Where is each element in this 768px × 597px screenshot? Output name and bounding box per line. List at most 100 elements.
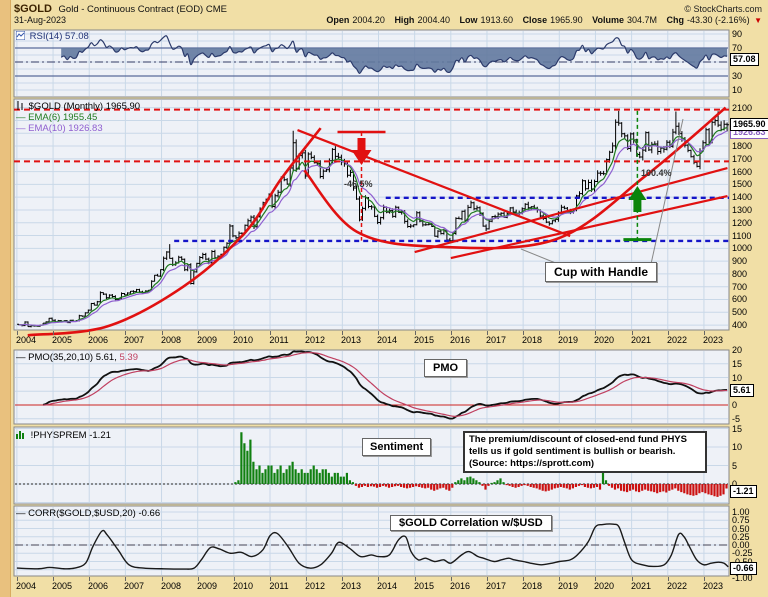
- chart-date: 31-Aug-2023: [14, 15, 67, 25]
- axis-tick-label: 90: [732, 29, 743, 39]
- chg-label: Chg: [666, 15, 685, 25]
- chg-value: -43.30 (-2.16%): [687, 15, 750, 25]
- year-tick: [632, 577, 633, 581]
- year-tick: [198, 577, 199, 581]
- year-label: 2018: [521, 581, 543, 591]
- axis-tick-label: 1500: [732, 179, 753, 189]
- axis-tick-label: 20: [732, 345, 743, 355]
- year-label: 2004: [15, 335, 37, 345]
- year-tick: [234, 331, 235, 335]
- pmo-box-label: PMO: [424, 359, 468, 377]
- year-label: 2004: [15, 581, 37, 591]
- year-tick: [53, 577, 54, 581]
- symbol: $GOLD: [14, 3, 52, 15]
- year-tick: [559, 577, 560, 581]
- axis-tick-label: 0.50: [732, 524, 750, 534]
- axis-tick-label: 900: [732, 256, 748, 266]
- year-label: 2012: [304, 335, 326, 345]
- year-label: 2010: [232, 581, 254, 591]
- quote-row: Open 2004.20 High 2004.40 Low 1913.60 Close…: [319, 15, 762, 25]
- year-tick: [89, 331, 90, 335]
- year-label: 2023: [702, 335, 724, 345]
- year-tick: [704, 577, 705, 581]
- axis-tick-label: -5: [732, 414, 741, 424]
- year-label: 2021: [630, 581, 652, 591]
- left-margin-strip: [0, 0, 11, 597]
- year-tick: [632, 331, 633, 335]
- pmo-label: PMO(35,20,10) 5.61,: [28, 352, 117, 363]
- ema6-swatch-icon: —: [16, 112, 26, 123]
- axis-tick-label: 2100: [732, 103, 753, 113]
- open-value: 2004.20: [352, 15, 385, 25]
- year-tick: [125, 331, 126, 335]
- rsi-value-box: 57.08: [730, 53, 759, 66]
- year-label: 2006: [87, 581, 109, 591]
- year-label: 2010: [232, 335, 254, 345]
- open-label: Open: [326, 15, 350, 25]
- x-axis-years-bottom: 2004 2005 2006 2007 2008 2009 2010 2011 2012 2013…: [0, 577, 768, 596]
- year-label: 2013: [340, 335, 362, 345]
- axis-tick-label: 1600: [732, 167, 753, 177]
- price-legend: $GOLD (Monthly) 1965.90: [16, 101, 140, 113]
- year-tick: [415, 331, 416, 335]
- rsi-legend: RSI(14) 57.08: [15, 30, 89, 43]
- ema10-line: [18, 130, 728, 326]
- close-label: Close: [522, 15, 548, 25]
- axis-tick-label: 15: [732, 424, 743, 434]
- year-label: 2007: [123, 335, 145, 345]
- trendline-uptrend-2: [450, 194, 728, 260]
- callout-line-right: [650, 118, 684, 265]
- corr-panel: [13, 505, 730, 577]
- year-label: 2007: [123, 581, 145, 591]
- rsi-line: [60, 35, 728, 74]
- year-tick: [378, 331, 379, 335]
- corr-label: CORR($GOLD,$USD,20) -0.66: [28, 508, 161, 519]
- histogram-icon: [16, 430, 26, 442]
- year-label: 2011: [269, 581, 289, 591]
- year-tick: [89, 577, 90, 581]
- year-tick: [668, 331, 669, 335]
- sentiment-bars-negative: [354, 484, 728, 497]
- axis-tick-label: 0.25: [732, 532, 750, 542]
- year-label: 2016: [449, 335, 471, 345]
- ema6-legend: — EMA(6) 1955.45: [16, 112, 97, 123]
- axis-tick-label: 800: [732, 269, 748, 279]
- year-tick: [378, 577, 379, 581]
- axis-tick-label: 0: [732, 479, 738, 489]
- year-tick: [704, 331, 705, 335]
- trendline-uptrend-1: [414, 166, 728, 254]
- axis-tick-label: 70: [732, 43, 743, 53]
- corr-swatch-icon: —: [16, 508, 26, 519]
- cup-with-handle-callout: Cup with Handle: [545, 262, 657, 282]
- year-label: 2020: [593, 335, 615, 345]
- sentiment-value-box: -1.21: [730, 485, 757, 498]
- copyright: © StockCharts.com: [684, 4, 762, 14]
- year-tick: [198, 331, 199, 335]
- axis-tick-label: 1700: [732, 154, 753, 164]
- year-label: 2008: [160, 335, 182, 345]
- year-label: 2019: [557, 335, 579, 345]
- year-tick: [523, 577, 524, 581]
- measure-up-arrow-head: [628, 186, 647, 200]
- year-tick: [234, 577, 235, 581]
- rsi-label: RSI(14) 57.08: [29, 31, 89, 42]
- year-tick: [487, 577, 488, 581]
- axis-tick-label: 600: [732, 294, 748, 304]
- year-tick: [342, 577, 343, 581]
- axis-tick-label: 5: [732, 461, 738, 471]
- year-label: 2011: [269, 335, 289, 345]
- year-tick: [53, 331, 54, 335]
- rsi-overbought-fill: [61, 48, 728, 74]
- ema10-swatch-icon: —: [16, 123, 26, 134]
- year-label: 2019: [557, 581, 579, 591]
- year-tick: [559, 331, 560, 335]
- axis-tick-label: 700: [732, 282, 748, 292]
- year-label: 2022: [666, 335, 688, 345]
- trendline-cup: [303, 106, 727, 250]
- pmo-swatch-icon: —: [16, 352, 26, 363]
- year-tick: [523, 331, 524, 335]
- corr-line: [16, 523, 729, 570]
- pmo-legend: — PMO(35,20,10) 5.61, 5.39: [16, 352, 138, 363]
- axis-tick-label: 1.00: [732, 507, 750, 517]
- trendline-downtrend: [297, 129, 571, 238]
